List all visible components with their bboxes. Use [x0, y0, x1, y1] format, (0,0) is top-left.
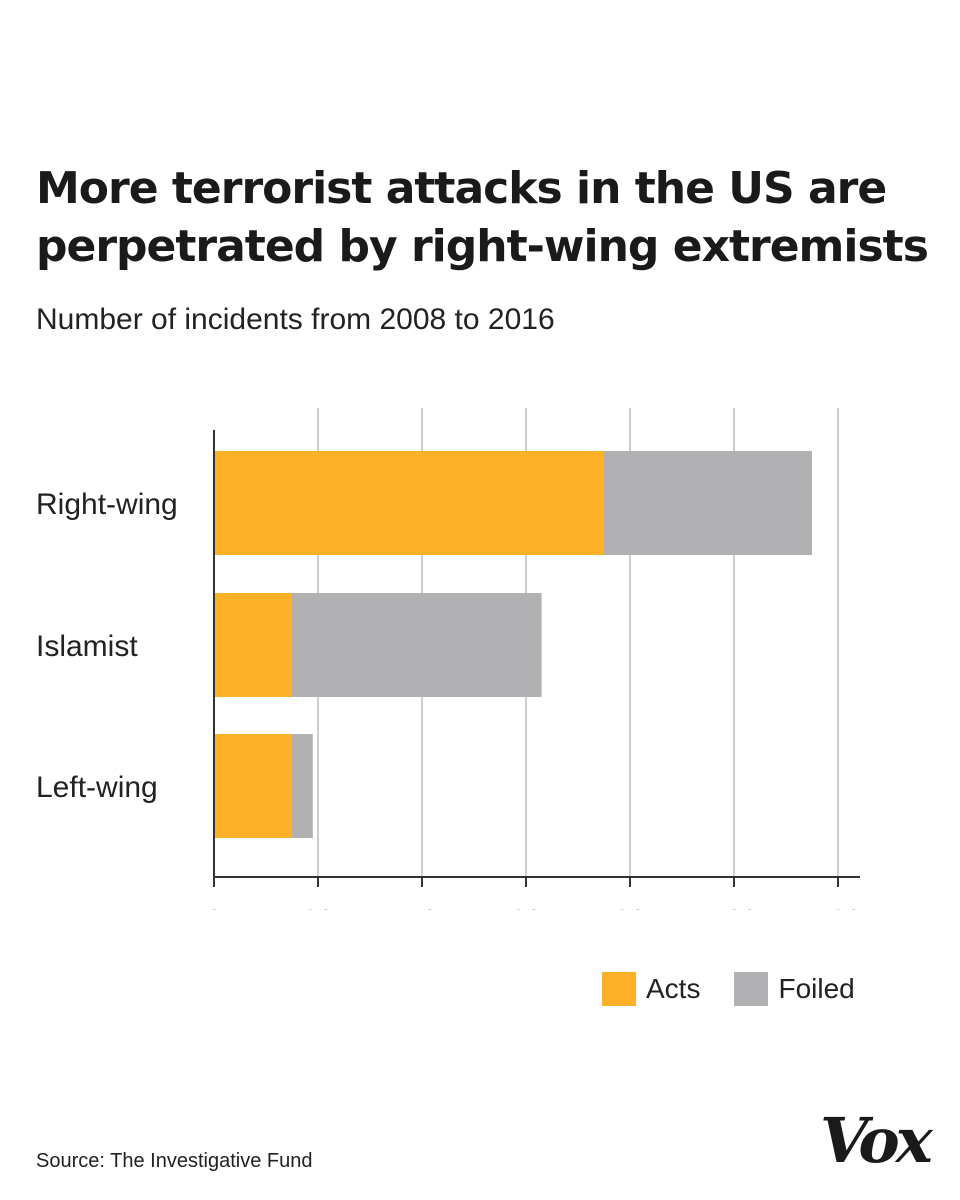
x-tick-label-120: 120 — [815, 904, 862, 910]
legend: Acts Foiled — [602, 972, 855, 1006]
legend-swatch-acts — [602, 972, 636, 1006]
axes — [213, 430, 860, 887]
bar-right-wing-foiled — [604, 451, 812, 555]
x-tick-label-40: 40 — [406, 904, 437, 910]
vox-logo-text: Vox — [820, 1104, 934, 1174]
category-label-right-wing: Right-wing — [36, 488, 178, 521]
category-label-left-wing: Left-wing — [36, 771, 158, 804]
x-tick-label-0: 0 — [206, 904, 222, 910]
legend-label-foiled: Foiled — [778, 973, 855, 1004]
bar-left-wing-foiled — [292, 734, 313, 838]
x-tick-label-100: 100 — [711, 904, 758, 910]
x-tick-label-60: 60 — [510, 904, 541, 910]
tick-labels: 0 20 40 60 80 100 120 — [206, 904, 861, 910]
bar-chart: Right-wing Islamist Left-wing 0 20 40 60 80 100… — [36, 408, 861, 910]
bar-right-wing-acts — [214, 451, 604, 555]
legend-swatch-foiled — [734, 972, 769, 1006]
legend-item-foiled: Foiled — [734, 972, 855, 1006]
source-note: Source: The Investigative Fund — [36, 1150, 313, 1172]
bar-islamist-foiled — [292, 593, 542, 697]
category-label-islamist: Islamist — [36, 630, 138, 663]
x-tick-label-20: 20 — [302, 904, 333, 910]
chart-title: More terrorist attacks in the US are per… — [36, 160, 936, 276]
chart-subtitle: Number of incidents from 2008 to 2016 — [36, 303, 555, 336]
x-tick-label-80: 80 — [614, 904, 645, 910]
bar-left-wing-acts — [214, 734, 292, 838]
category-labels: Right-wing Islamist Left-wing — [36, 488, 178, 804]
bars — [214, 451, 812, 838]
legend-item-acts: Acts — [602, 972, 700, 1006]
vox-logo: Vox — [820, 1104, 938, 1174]
bar-islamist-acts — [214, 593, 292, 697]
legend-label-acts: Acts — [646, 973, 701, 1004]
chart-title-line-2: perpetrated by right-wing extremists — [36, 221, 929, 272]
chart-title-line-1: More terrorist attacks in the US are — [36, 163, 887, 214]
